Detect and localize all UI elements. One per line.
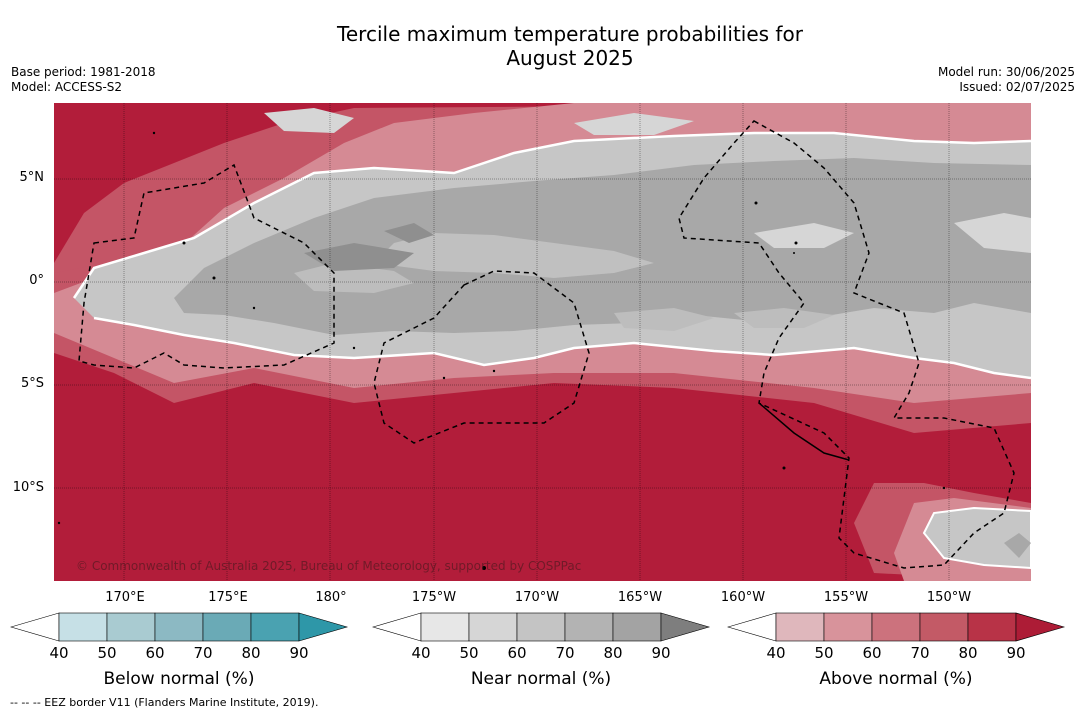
cbar1-tick-70: 70 xyxy=(555,644,575,662)
issued-date: Issued: 02/07/2025 xyxy=(959,80,1075,94)
cbar0-tick-90: 90 xyxy=(289,644,309,662)
lat-label-5n: 5°N xyxy=(19,170,45,185)
cbar0-caption: Below normal (%) xyxy=(103,669,255,689)
cbar2-bin-2 xyxy=(823,612,873,642)
lat-label-5s: 5°S xyxy=(20,376,44,391)
cbar2-bin-4 xyxy=(919,612,969,642)
cbar2-extend-low xyxy=(726,612,777,642)
near-60-patch xyxy=(374,233,654,278)
lon-label-175w: 175°W xyxy=(411,590,457,605)
colorbar-near-swatches xyxy=(371,612,711,642)
cbar1-bin-4 xyxy=(564,612,614,642)
lon-label-180: 180° xyxy=(315,590,347,605)
near-80-patch-2 xyxy=(384,223,434,243)
cbar0-tick-70: 70 xyxy=(193,644,213,662)
lon-label-155w: 155°W xyxy=(823,590,869,605)
cbar2-bin-3 xyxy=(871,612,921,642)
eez-line-islands xyxy=(678,120,1015,569)
cbar0-extend-high xyxy=(298,612,349,642)
cbar0-tick-60: 60 xyxy=(145,644,165,662)
graticule xyxy=(54,103,1031,581)
eez-footnote: -- -- -- EEZ border V11 (Flanders Marine… xyxy=(10,696,319,709)
lon-label-150w: 150°W xyxy=(926,590,972,605)
cbar0-bin-4 xyxy=(202,612,252,642)
lon-label-175e: 175°E xyxy=(208,590,248,605)
lon-label-170e: 170°E xyxy=(105,590,145,605)
near-70-field xyxy=(174,158,1031,335)
cbar2-tick-80: 80 xyxy=(958,644,978,662)
cbar2-bin-5 xyxy=(967,612,1017,642)
colorbar-below-swatches xyxy=(9,612,349,642)
cbar1-bin-1 xyxy=(420,612,470,642)
lon-label-170w: 170°W xyxy=(514,590,560,605)
cbar0-bin-1 xyxy=(58,612,108,642)
cbar2-tick-60: 60 xyxy=(862,644,882,662)
near-patch-west xyxy=(294,263,414,293)
cbar0-tick-50: 50 xyxy=(97,644,117,662)
lat-label-10s: 10°S xyxy=(12,480,44,495)
run-info-right: Model run: 30/06/2025 Issued: 02/07/2025 xyxy=(938,65,1075,95)
lon-label-160w: 160°W xyxy=(720,590,766,605)
cbar0-bin-2 xyxy=(106,612,156,642)
map-title: Tercile maximum temperature probabilitie… xyxy=(0,22,1085,70)
copyright-credit: © Commonwealth of Australia 2025, Bureau… xyxy=(76,559,582,573)
cbar1-extend-high xyxy=(660,612,711,642)
title-line-2: August 2025 xyxy=(506,46,634,70)
colorbar-above-normal: 40 50 60 70 80 90 Above normal (%) xyxy=(726,612,1067,702)
cbar1-bin-5 xyxy=(612,612,662,642)
eez-tuvalu-kiribati-west xyxy=(78,163,335,369)
cbar1-bin-2 xyxy=(468,612,518,642)
cbar0-bin-3 xyxy=(154,612,204,642)
near-normal-southeast xyxy=(922,506,1031,570)
colorbar-above-swatches xyxy=(726,612,1066,642)
above-60-central xyxy=(54,263,1031,433)
cbar0-bin-5 xyxy=(250,612,300,642)
cbar1-tick-50: 50 xyxy=(459,644,479,662)
eez-borders xyxy=(78,120,1015,569)
cbar2-tick-40: 40 xyxy=(766,644,786,662)
cbar1-tick-90: 90 xyxy=(651,644,671,662)
cbar1-tick-40: 40 xyxy=(411,644,431,662)
cbar2-tick-70: 70 xyxy=(910,644,930,662)
cbar0-tick-40: 40 xyxy=(49,644,69,662)
colorbar-below-normal: 40 50 60 70 80 90 Below normal (%) xyxy=(9,612,350,702)
cbar1-tick-60: 60 xyxy=(507,644,527,662)
cbar2-tick-50: 50 xyxy=(814,644,834,662)
run-info-left: Base period: 1981-2018 Model: ACCESS-S2 xyxy=(11,65,156,95)
model-name: Model: ACCESS-S2 xyxy=(11,80,123,94)
cbar0-tick-80: 80 xyxy=(241,644,261,662)
cbar2-bin-1 xyxy=(775,612,825,642)
cbar1-caption: Near normal (%) xyxy=(470,669,612,689)
lat-label-0: 0° xyxy=(29,273,44,288)
title-line-1: Tercile maximum temperature probabilitie… xyxy=(337,22,803,46)
islands xyxy=(57,131,946,570)
model-run-date: Model run: 30/06/2025 xyxy=(937,65,1075,79)
cbar0-extend-low xyxy=(9,612,60,642)
cbar1-extend-low xyxy=(371,612,422,642)
near-80-patch xyxy=(304,243,414,271)
cbar2-tick-90: 90 xyxy=(1006,644,1026,662)
lon-label-165w: 165°W xyxy=(617,590,663,605)
cbar2-caption: Above normal (%) xyxy=(819,669,973,689)
base-period: Base period: 1981-2018 xyxy=(11,65,156,79)
cbar2-extend-high xyxy=(1015,612,1066,642)
colorbar-near-normal: 40 50 60 70 80 90 Near normal (%) xyxy=(371,612,712,702)
probability-map xyxy=(54,103,1031,581)
cbar1-tick-80: 80 xyxy=(603,644,623,662)
eez-solid-segment xyxy=(758,402,850,461)
cbar1-bin-3 xyxy=(516,612,566,642)
